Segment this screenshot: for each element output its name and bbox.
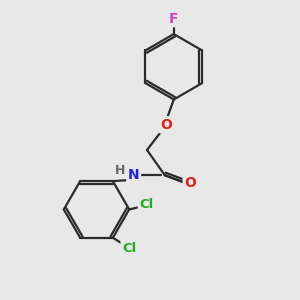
Text: N: N xyxy=(128,168,140,182)
Text: O: O xyxy=(184,176,196,190)
Text: Cl: Cl xyxy=(122,242,136,255)
Text: Cl: Cl xyxy=(139,199,154,212)
Text: F: F xyxy=(169,12,178,26)
Text: O: O xyxy=(160,118,172,132)
Text: H: H xyxy=(115,164,125,177)
